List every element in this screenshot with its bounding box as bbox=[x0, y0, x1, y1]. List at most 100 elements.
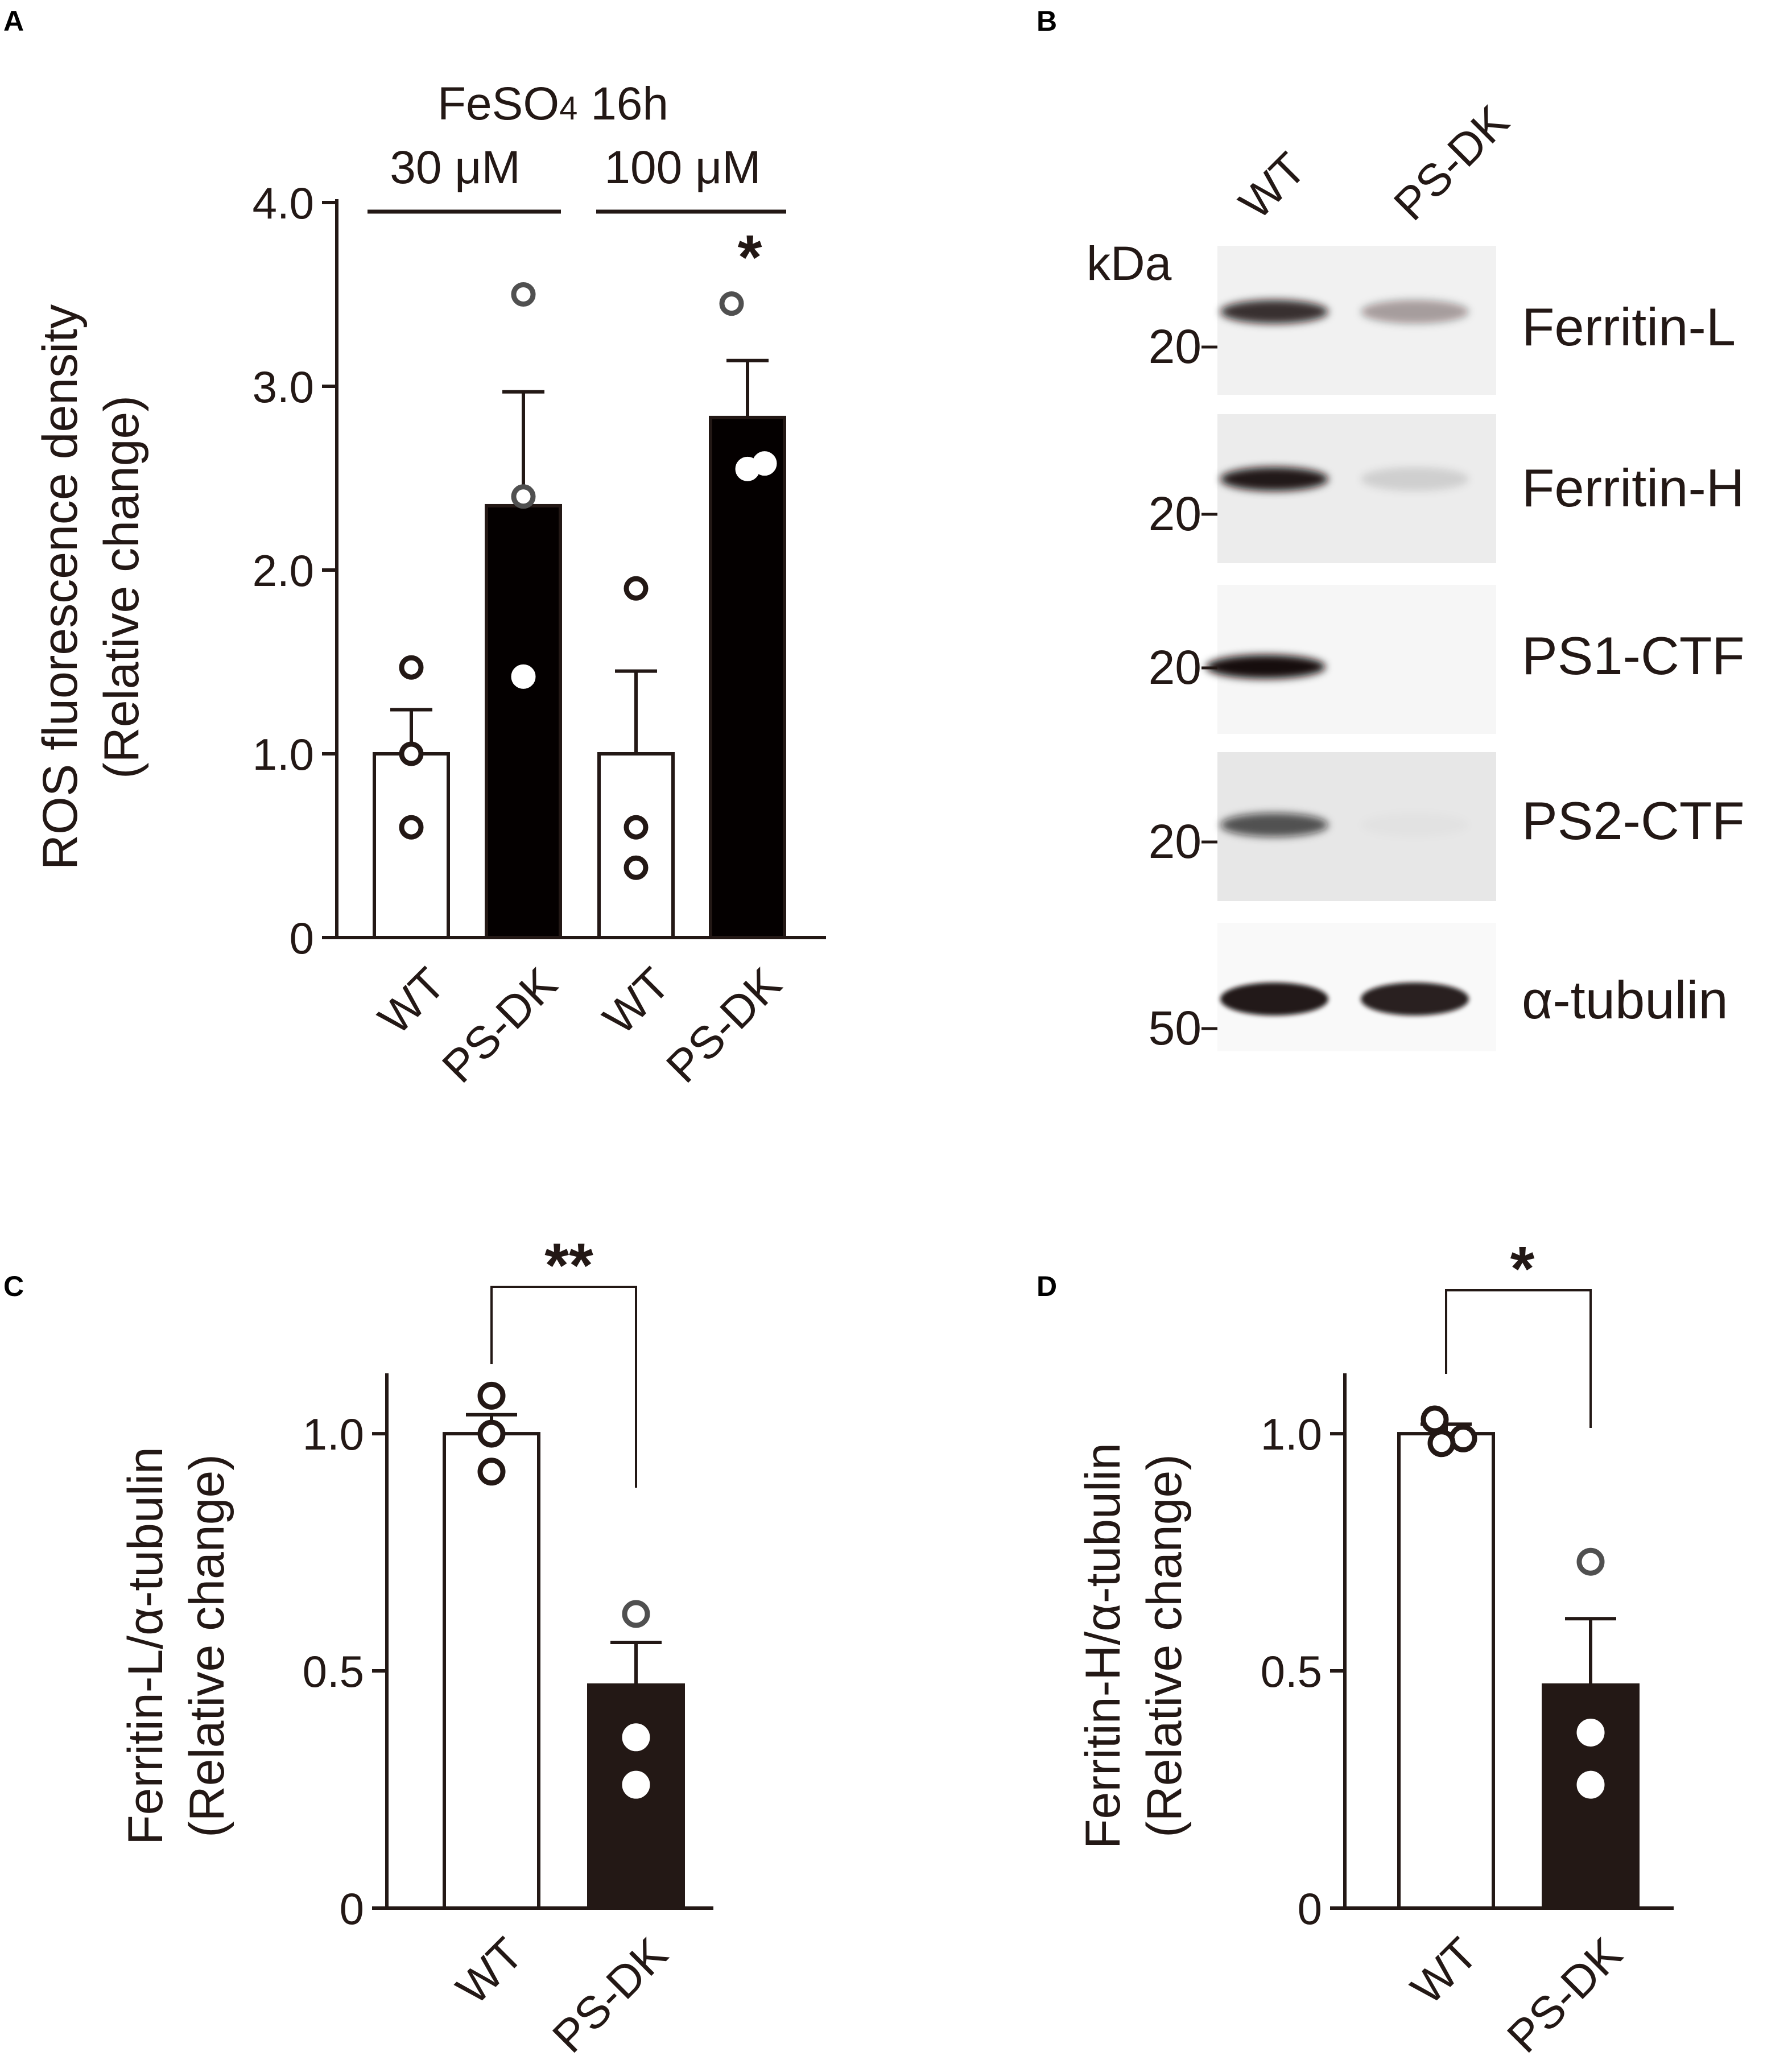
blot-row: 20 PS1-CTF bbox=[1149, 585, 1745, 734]
band-wt bbox=[1220, 300, 1328, 324]
data-point bbox=[399, 655, 424, 680]
data-point bbox=[622, 1770, 650, 1799]
y-axis-title: ROS fluorescence density (Relative chang… bbox=[33, 304, 149, 870]
y-tick-label: 0 bbox=[290, 913, 314, 963]
data-point bbox=[511, 484, 536, 509]
y-axis-title-line2: (Relative change) bbox=[180, 1454, 234, 1838]
lane-label-ps-dk: PS-DK bbox=[1384, 96, 1518, 230]
bar bbox=[597, 752, 675, 939]
y-tick-label: 1.0 bbox=[253, 729, 314, 779]
panel-b-blot: WT PS-DK kDa 20 Ferritin-L 20 Ferritin-H 20 P… bbox=[1087, 96, 1745, 1055]
band-ps-dk bbox=[1361, 467, 1469, 491]
panel-a-chart: FeSO4 16h 30 μM 100 μM ROS fluorescence … bbox=[33, 78, 826, 1092]
plot-area: 0 0.5 1.0 WT PS-DK * bbox=[1261, 1234, 1674, 2060]
y-axis-title: Ferritin-H/α-tubulin (Relative change) bbox=[1076, 1443, 1192, 1849]
x-tick-label: PS-DK bbox=[656, 958, 791, 1092]
data-point bbox=[477, 1381, 506, 1410]
panel-label-b: B bbox=[1037, 5, 1057, 37]
data-point bbox=[477, 1419, 506, 1448]
data-point bbox=[624, 815, 649, 840]
mw-marker-label: 20 bbox=[1149, 641, 1201, 694]
band-ps-dk bbox=[1361, 813, 1469, 837]
y-tick-label: 2.0 bbox=[253, 546, 314, 596]
blot-row: 20 PS2-CTF bbox=[1149, 752, 1745, 901]
significance-marker: * bbox=[738, 222, 762, 292]
data-point bbox=[624, 855, 649, 880]
blot-rows: 20 Ferritin-L 20 Ferritin-H 20 PS1-CTF 20 PS2-C… bbox=[1149, 246, 1745, 1055]
panel-label-a: A bbox=[3, 5, 24, 37]
bar bbox=[1397, 1432, 1495, 1910]
x-tick-label: PS-DK bbox=[432, 958, 567, 1092]
y-tick-label: 4.0 bbox=[253, 178, 314, 228]
blot-row: 50 α-tubulin bbox=[1149, 923, 1728, 1055]
significance-marker: * bbox=[1510, 1234, 1535, 1304]
x-tick-label: WT bbox=[593, 958, 679, 1044]
data-point bbox=[1449, 1424, 1477, 1452]
data-point bbox=[1576, 1718, 1605, 1747]
data-point bbox=[622, 1600, 650, 1628]
bar bbox=[443, 1432, 540, 1910]
blot-row-label: Ferritin-L bbox=[1522, 297, 1736, 357]
x-tick-label: WT bbox=[1401, 1928, 1487, 2014]
mw-marker-label: 20 bbox=[1149, 487, 1201, 540]
blot-row-label: α-tubulin bbox=[1522, 970, 1728, 1030]
blot-row: 20 Ferritin-L bbox=[1149, 246, 1736, 395]
data-point bbox=[624, 576, 649, 601]
header-title: FeSO4 16h bbox=[437, 78, 668, 130]
y-tick-label: 0.5 bbox=[303, 1646, 364, 1696]
bar bbox=[709, 415, 786, 939]
data-point bbox=[752, 451, 777, 476]
data-point bbox=[1576, 1770, 1605, 1799]
y-tick-label: 0.5 bbox=[1261, 1646, 1322, 1696]
panel-label-d: D bbox=[1037, 1270, 1057, 1302]
panel-d-chart: Ferritin-H/α-tubulin (Relative change) 0… bbox=[1076, 1234, 1674, 2060]
data-point bbox=[399, 741, 424, 766]
data-point bbox=[511, 282, 536, 307]
y-axis-title-line1: Ferritin-H/α-tubulin bbox=[1076, 1443, 1130, 1849]
mw-marker-label: 20 bbox=[1149, 815, 1201, 868]
band-wt bbox=[1220, 467, 1328, 491]
data-point bbox=[622, 1723, 650, 1752]
data-point bbox=[511, 664, 536, 689]
x-tick-label: PS-DK bbox=[543, 1928, 677, 2060]
plot-area: 0 0.5 1.0 WT PS-DK ** bbox=[303, 1231, 713, 2060]
y-tick-label: 1.0 bbox=[303, 1409, 364, 1459]
significance-bracket bbox=[1445, 1289, 1592, 1428]
data-point bbox=[1427, 1429, 1456, 1458]
y-tick-label: 0 bbox=[340, 1884, 364, 1934]
header-group2-label: 100 μM bbox=[604, 142, 761, 193]
y-axis-title-line1: Ferritin-L/α-tubulin bbox=[118, 1447, 173, 1845]
y-tick-label: 0 bbox=[1298, 1884, 1322, 1934]
band-ps-dk bbox=[1361, 300, 1469, 324]
x-tick-label: PS-DK bbox=[1497, 1928, 1632, 2060]
lane-label-wt: WT bbox=[1229, 143, 1315, 229]
y-axis-title-line2: (Relative change) bbox=[94, 395, 149, 779]
y-axis-title-line1: ROS fluorescence density bbox=[33, 304, 88, 870]
significance-bracket bbox=[490, 1286, 637, 1488]
band-wt bbox=[1206, 655, 1326, 679]
x-tick-label: WT bbox=[369, 958, 455, 1044]
y-axis-title-line2: (Relative change) bbox=[1137, 1454, 1192, 1838]
panel-c-chart: Ferritin-L/α-tubulin (Relative change) 0… bbox=[118, 1231, 713, 2060]
mw-unit: kDa bbox=[1087, 237, 1172, 290]
bar bbox=[373, 752, 450, 939]
data-point bbox=[1576, 1547, 1605, 1576]
band-wt bbox=[1220, 813, 1328, 837]
mw-marker-label: 20 bbox=[1149, 320, 1201, 373]
band-ps-dk bbox=[1361, 982, 1469, 1015]
data-point bbox=[399, 815, 424, 840]
y-axis-title: Ferritin-L/α-tubulin (Relative change) bbox=[118, 1447, 234, 1845]
panel-a-header: FeSO4 16h 30 μM 100 μM bbox=[368, 78, 786, 214]
band-wt bbox=[1220, 982, 1328, 1015]
significance-marker: ** bbox=[544, 1231, 593, 1301]
blot-row-label: PS1-CTF bbox=[1522, 626, 1745, 686]
blot-row-label: PS2-CTF bbox=[1522, 791, 1745, 851]
x-tick-label: WT bbox=[447, 1928, 532, 2014]
y-tick-label: 1.0 bbox=[1261, 1409, 1322, 1459]
panel-label-c: C bbox=[3, 1270, 24, 1302]
data-point bbox=[1421, 1405, 1449, 1434]
blot-row-label: Ferritin-H bbox=[1522, 458, 1745, 518]
bar bbox=[485, 503, 562, 939]
